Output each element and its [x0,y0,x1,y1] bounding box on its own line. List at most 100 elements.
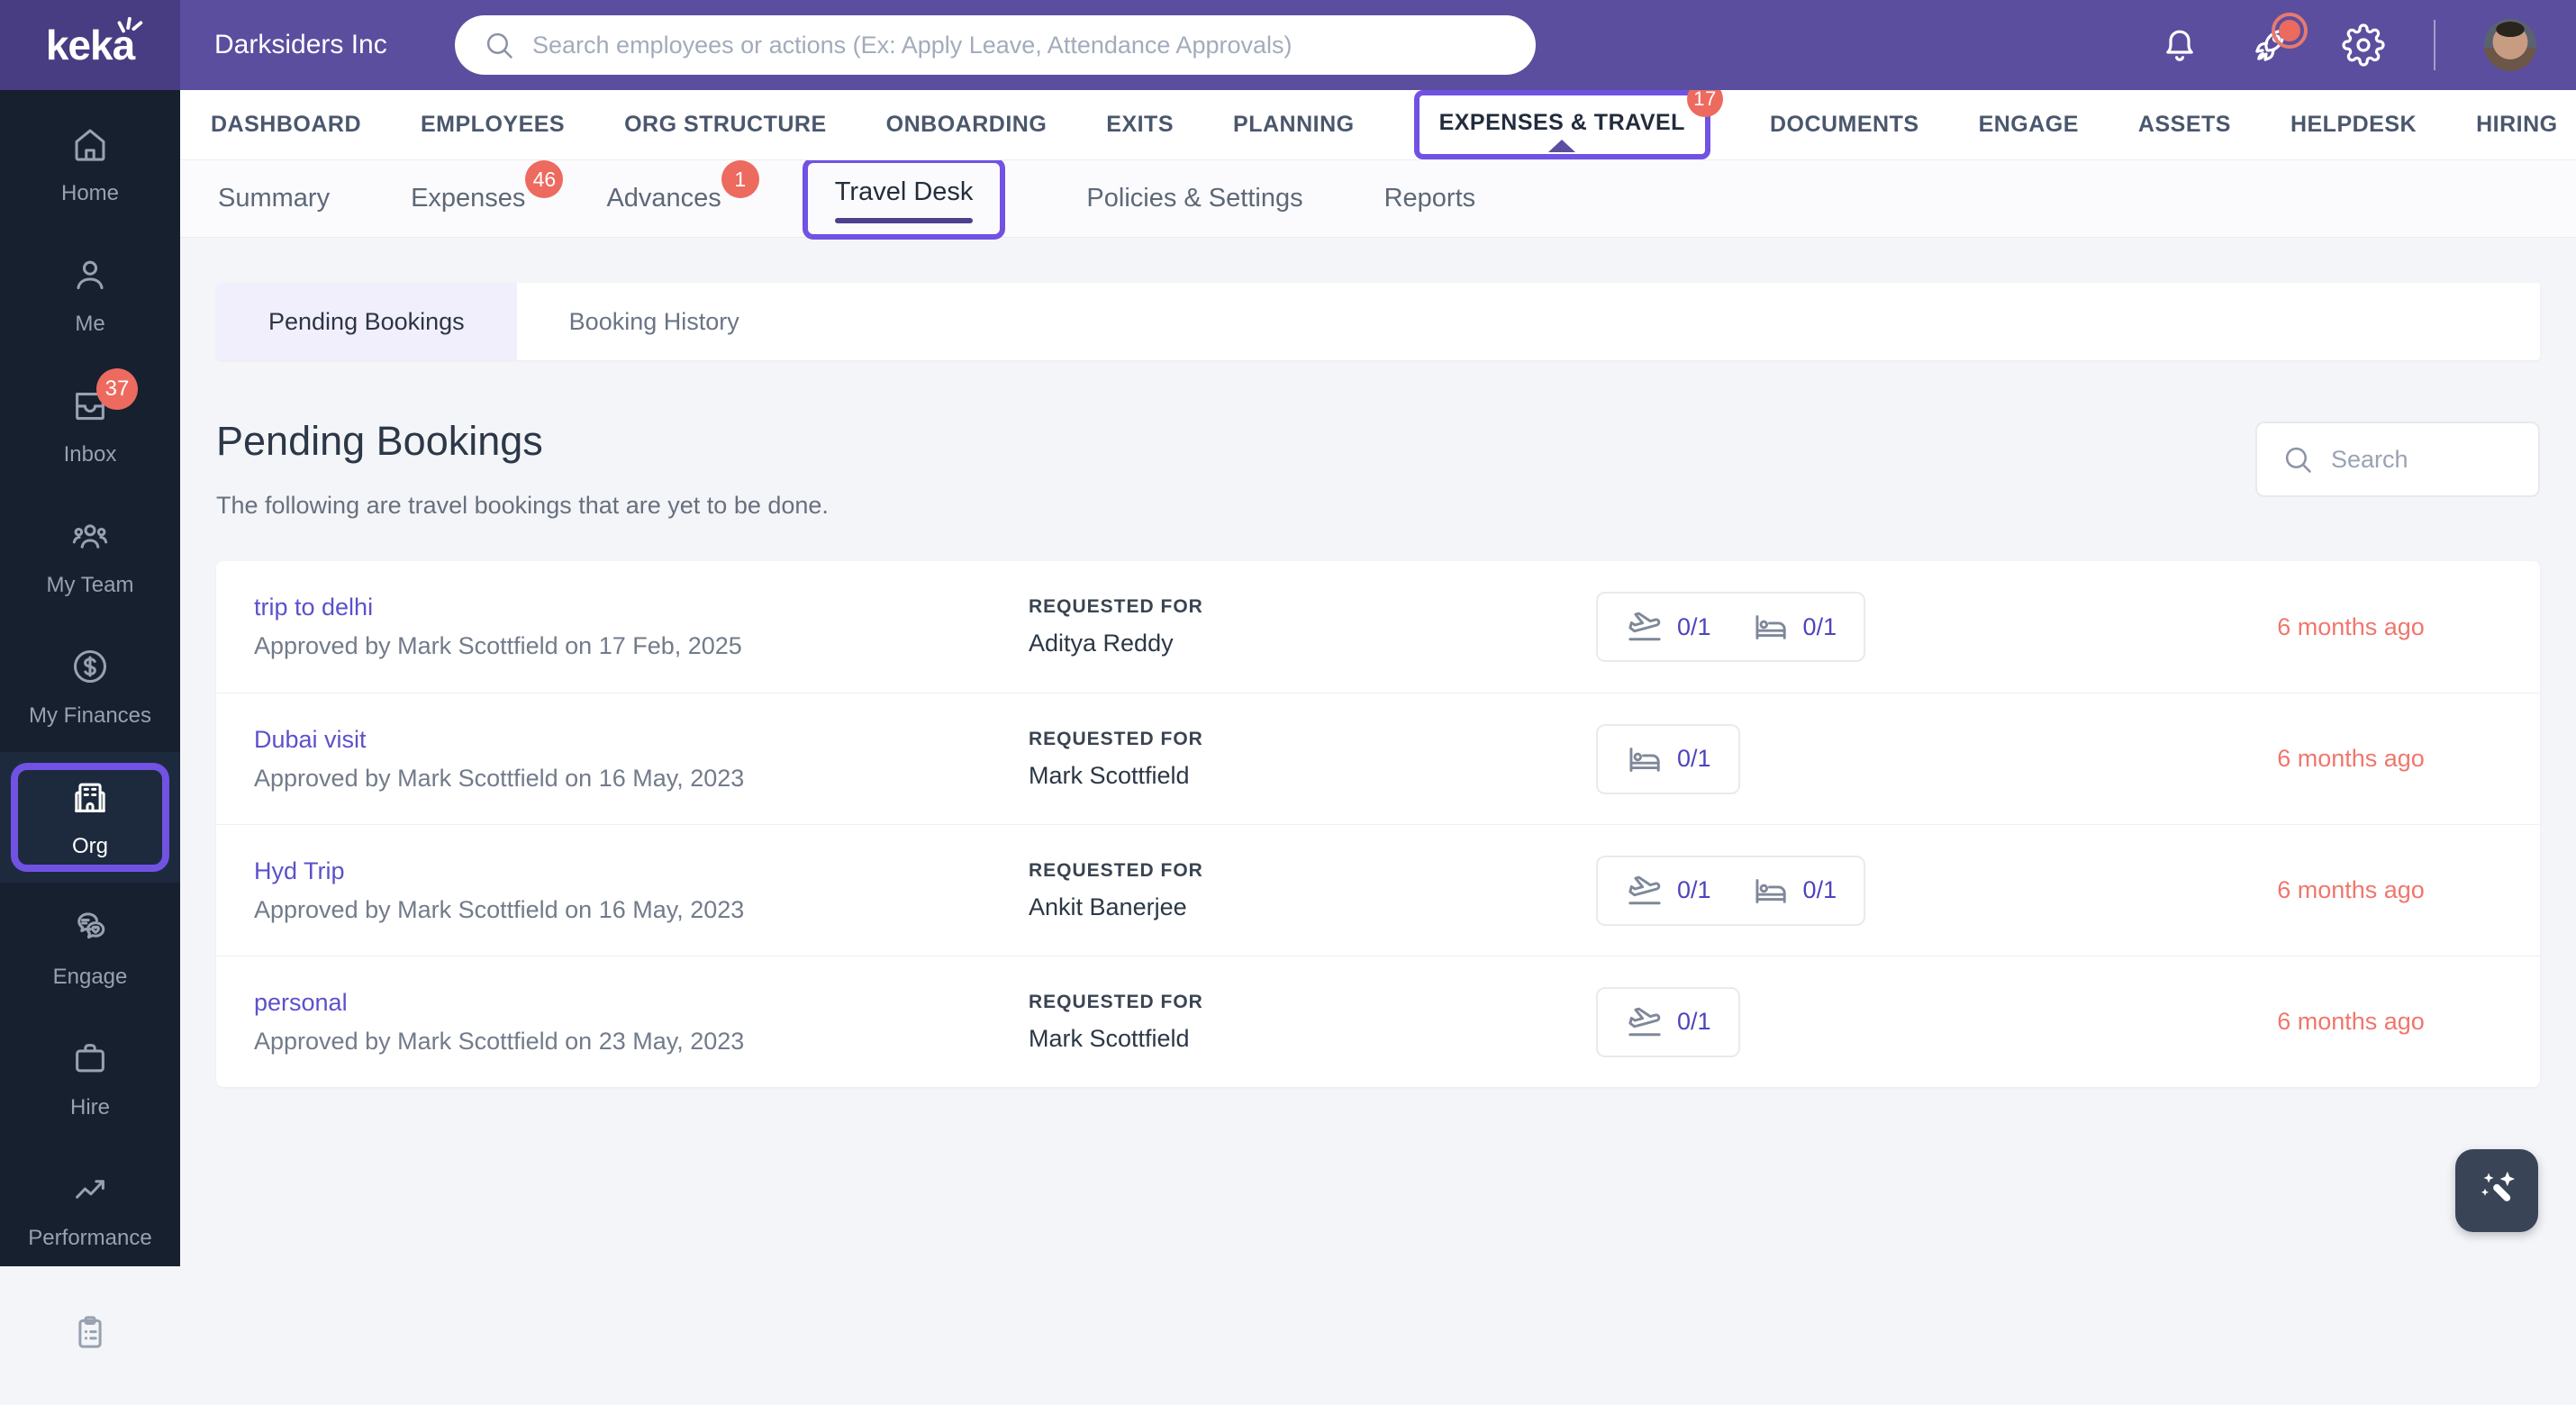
active-tab-caret-icon [1548,140,1575,152]
page-title: Pending Bookings [216,418,829,465]
subnav-tab-reports[interactable]: Reports [1384,184,1476,213]
nav-tab-exits[interactable]: EXITS [1106,112,1174,138]
bookings-search-input[interactable] [2331,446,2515,474]
sidebar-item-org[interactable]: Org [0,752,180,883]
nav-tab-label: ASSETS [2138,112,2231,137]
sidebar-item-tasks[interactable] [0,1274,180,1405]
count-value: 0/1 [1803,876,1837,904]
gear-icon [2342,23,2385,67]
keka-logo[interactable]: keka [0,0,180,90]
assistant-button[interactable] [2455,1149,2538,1232]
count-value: 0/1 [1677,745,1711,773]
view-tab-label: Booking History [569,308,739,336]
subnav-tab-label: Expenses [411,184,525,213]
requested-for-label: REQUESTED FOR [1029,860,1596,882]
settings-button[interactable] [2342,23,2385,67]
nav-tab-helpdesk[interactable]: HELPDESK [2290,112,2417,138]
sidebar-item-home[interactable]: Home [0,99,180,230]
nav-tab-label: HELPDESK [2290,112,2417,137]
view-switcher: Pending Bookings Booking History [216,283,2540,360]
booking-title-link[interactable]: Hyd Trip [254,857,1029,885]
nav-tab-org-structure[interactable]: ORG STRUCTURE [624,112,827,138]
view-tab-pending-bookings[interactable]: Pending Bookings [216,283,517,360]
subnav-tab-travel-desk[interactable]: Travel Desk [803,158,1006,240]
global-search-input[interactable] [532,32,1509,59]
nav-tab-label: PLANNING [1233,112,1355,137]
magic-wand-icon [2471,1165,2523,1217]
sidebar-item-icon [69,1038,111,1079]
user-avatar[interactable] [2484,19,2536,71]
pending-bookings-list: trip to delhi Approved by Mark Scottfiel… [216,561,2540,1087]
whats-new-button[interactable] [2250,23,2293,67]
booking-count: 0/1 [1751,607,1837,647]
nav-tab-documents[interactable]: DOCUMENTS [1770,112,1919,138]
count-value: 0/1 [1803,613,1837,641]
booking-counts[interactable]: 0/1 [1596,987,1740,1057]
nav-tab-planning[interactable]: PLANNING [1233,112,1355,138]
nav-tab-onboarding[interactable]: ONBOARDING [886,112,1048,138]
requested-for-name: Mark Scottfield [1029,762,1596,790]
subnav-tab-summary[interactable]: Summary [218,184,330,213]
booking-counts[interactable]: 0/1 [1596,724,1740,794]
nav-tab-employees[interactable]: EMPLOYEES [421,112,565,138]
module-nav: DASHBOARD EMPLOYEES ORG STRUCTURE ONBOAR… [180,90,2576,160]
subnav-tab-label: Summary [218,184,330,213]
global-search[interactable] [455,15,1536,75]
bed-icon [1625,739,1664,779]
sidebar-item-my-team[interactable]: My Team [0,491,180,621]
bookings-search[interactable] [2255,422,2540,497]
nav-tab-assets[interactable]: ASSETS [2138,112,2231,138]
bell-icon [2158,23,2201,67]
booking-title-link[interactable]: trip to delhi [254,594,1029,621]
sidebar-item-icon [69,123,111,165]
sidebar-item-engage[interactable]: Engage [0,883,180,1013]
view-tab-booking-history[interactable]: Booking History [517,283,792,360]
nav-tab-expenses-travel[interactable]: EXPENSES & TRAVEL 17 [1414,90,1710,159]
sidebar-item-me[interactable]: Me [0,230,180,360]
requested-for-label: REQUESTED FOR [1029,729,1596,750]
topbar-actions [2158,19,2576,71]
booking-row: Dubai visit Approved by Mark Scottfield … [216,693,2540,824]
booking-counts[interactable]: 0/1 0/1 [1596,592,1865,662]
bed-icon [1751,871,1791,911]
booking-age: 6 months ago [2227,613,2502,641]
requested-for-name: Aditya Reddy [1029,630,1596,657]
section-subnav: Summary Expenses 46 Advances 1 Travel De… [180,160,2576,238]
notifications-button[interactable] [2158,23,2201,67]
sidebar-item-badge: 37 [96,368,138,410]
subnav-tab-expenses[interactable]: Expenses 46 [411,184,525,213]
nav-tab-label: EMPLOYEES [421,112,565,137]
keka-logo-spark-icon [115,14,146,41]
sidebar-item-performance[interactable]: Performance [0,1144,180,1274]
subnav-tab-advances[interactable]: Advances 1 [606,184,721,213]
booking-counts[interactable]: 0/1 0/1 [1596,856,1865,926]
sidebar-item-hire[interactable]: Hire [0,1013,180,1144]
subnav-tab-policies-settings[interactable]: Policies & Settings [1086,184,1302,213]
booking-count: 0/1 [1625,871,1711,911]
sidebar-item-inbox[interactable]: 37 Inbox [0,360,180,491]
company-name: Darksiders Inc [214,30,387,60]
requested-for-name: Mark Scottfield [1029,1025,1596,1053]
sidebar-item-label: My Team [47,573,134,598]
nav-tab-label: ORG STRUCTURE [624,112,827,137]
page-header: Pending Bookings The following are trave… [216,418,2540,520]
booking-count: 0/1 [1751,871,1837,911]
requested-for-label: REQUESTED FOR [1029,596,1596,618]
topbar-divider [2434,20,2435,70]
flight-icon [1625,1002,1664,1042]
nav-tab-hiring[interactable]: HIRING [2476,112,2558,138]
booking-title-link[interactable]: Dubai visit [254,726,1029,754]
nav-tab-engage[interactable]: ENGAGE [1979,112,2079,138]
booking-title-link[interactable]: personal [254,989,1029,1017]
sidebar-item-my-finances[interactable]: My Finances [0,621,180,752]
whats-new-badge [2272,13,2308,49]
booking-row: personal Approved by Mark Scottfield on … [216,956,2540,1087]
requested-for-label: REQUESTED FOR [1029,992,1596,1013]
topbar: keka Darksiders Inc [0,0,2576,90]
booking-age: 6 months ago [2227,876,2502,904]
search-icon [2281,442,2315,476]
booking-age: 6 months ago [2227,745,2502,773]
sidebar-item-icon [69,1311,111,1353]
nav-tab-dashboard[interactable]: DASHBOARD [211,112,361,138]
sidebar-item-label: Inbox [64,442,117,467]
